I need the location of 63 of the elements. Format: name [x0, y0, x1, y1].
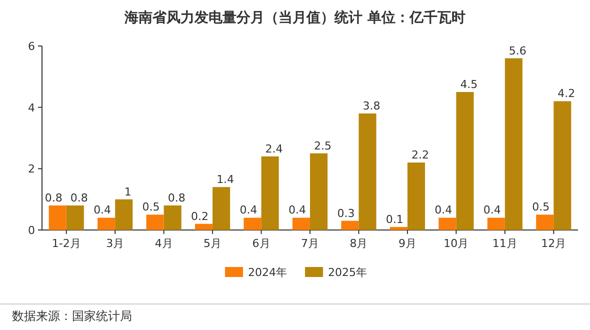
data-label: 0.4 — [240, 204, 258, 217]
bar — [66, 205, 84, 230]
bar — [358, 113, 376, 230]
bar — [487, 218, 505, 230]
legend-label: 2024年 — [248, 266, 287, 279]
data-label: 0.5 — [142, 200, 160, 214]
data-label: 0.3 — [337, 206, 355, 220]
x-tick-label: 11月 — [492, 237, 518, 250]
y-tick-label: 6 — [28, 40, 35, 53]
bar — [244, 218, 262, 230]
bar — [98, 218, 116, 230]
data-label: 0.4 — [288, 204, 306, 217]
data-label: 0.4 — [483, 204, 501, 217]
y-tick-label: 0 — [28, 224, 35, 237]
data-label: 3.8 — [362, 99, 380, 112]
x-tick-label: 7月 — [301, 237, 319, 250]
bar — [48, 205, 66, 230]
data-label: 2.2 — [411, 148, 429, 162]
data-label: 2.5 — [314, 139, 332, 152]
bar — [504, 58, 522, 230]
bar — [261, 156, 279, 230]
data-label: 0.5 — [532, 200, 550, 214]
y-tick-label: 2 — [28, 162, 35, 176]
bar — [146, 214, 164, 230]
x-tick-label: 1-2月 — [52, 237, 81, 250]
data-label: 0.1 — [386, 212, 404, 226]
x-tick-label: 12月 — [541, 237, 566, 250]
legend-label: 2025年 — [328, 266, 367, 279]
chart-title: 海南省风力发电量分月（当月值）统计 单位：亿千瓦时 — [124, 9, 466, 26]
x-tick-label: 4月 — [154, 237, 173, 250]
data-label: 0.8 — [168, 191, 186, 204]
x-tick-label: 6月 — [252, 237, 270, 250]
bar — [195, 224, 213, 230]
data-label: 1.4 — [216, 173, 234, 186]
x-tick-label: 5月 — [204, 237, 222, 250]
data-label: 0.2 — [191, 210, 209, 223]
x-tick-label: 8月 — [350, 237, 368, 250]
data-label: 0.4 — [94, 204, 112, 217]
bar — [292, 218, 310, 230]
bar — [456, 92, 474, 230]
bar — [310, 153, 328, 230]
x-tick-label: 9月 — [398, 237, 416, 250]
data-label: 4.2 — [558, 87, 576, 100]
bar — [554, 101, 572, 230]
data-label: 0.8 — [70, 191, 88, 204]
bar — [212, 187, 230, 230]
bar — [390, 226, 408, 230]
y-tick-label: 4 — [28, 101, 35, 114]
bar — [438, 218, 456, 230]
data-label: 0.8 — [44, 191, 62, 204]
bar — [341, 220, 359, 230]
data-label: 0.4 — [434, 204, 452, 217]
bar — [115, 199, 133, 230]
bar — [164, 205, 182, 230]
bar — [536, 214, 554, 230]
data-label: 4.5 — [460, 78, 478, 91]
data-label: 1 — [124, 185, 132, 198]
bar — [407, 162, 425, 230]
x-tick-label: 10月 — [444, 237, 469, 250]
x-tick-label: 3月 — [106, 237, 124, 250]
data-label: 2.4 — [265, 142, 283, 156]
source-note: 数据来源：国家统计局 — [12, 309, 132, 323]
data-label: 5.6 — [508, 44, 526, 58]
